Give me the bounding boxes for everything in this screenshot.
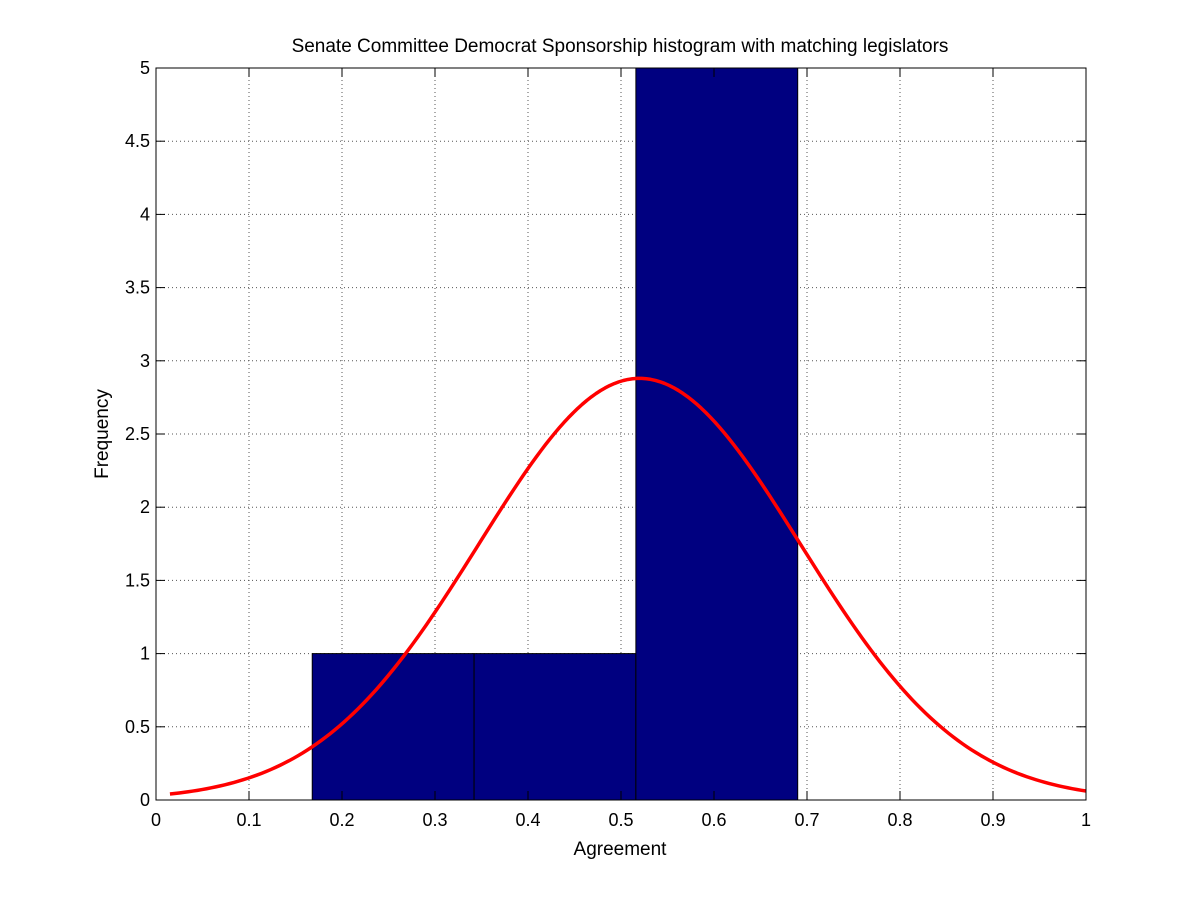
y-tick-label-10: 5 (140, 58, 150, 78)
y-tick-label-9: 4.5 (125, 131, 150, 151)
x-tick-label-2: 0.2 (329, 810, 354, 830)
x-tick-label-9: 0.9 (980, 810, 1005, 830)
chart-title: Senate Committee Democrat Sponsorship hi… (292, 36, 949, 57)
normal-fit-curve (169, 376, 1087, 796)
x-tick-label-8: 0.8 (887, 810, 912, 830)
histogram-bars (311, 67, 799, 801)
y-axis-label: Frequency (92, 389, 113, 479)
fit-curve-layer (169, 376, 1087, 796)
x-tick-label-6: 0.6 (701, 810, 726, 830)
y-tick-label-8: 4 (140, 204, 150, 224)
x-tick-label-3: 0.3 (422, 810, 447, 830)
histogram-bar-2 (635, 67, 799, 801)
x-tick-label-4: 0.4 (515, 810, 540, 830)
y-tick-label-6: 3 (140, 351, 150, 371)
x-tick-label-7: 0.7 (794, 810, 819, 830)
y-tick-label-0: 0 (140, 790, 150, 810)
y-tick-label-7: 3.5 (125, 278, 150, 298)
x-tick-label-5: 0.5 (608, 810, 633, 830)
y-axis-ticks: 0 0.5 1 1.5 2 2.5 3 3.5 4 4.5 5 (125, 58, 1086, 810)
y-tick-label-3: 1.5 (125, 570, 150, 590)
x-axis-label: Agreement (574, 839, 668, 860)
y-tick-label-1: 0.5 (125, 717, 150, 737)
histogram-bar-1 (473, 653, 637, 801)
y-tick-label-5: 2.5 (125, 424, 150, 444)
y-tick-label-4: 2 (140, 497, 150, 517)
x-axis-ticks: 0 0.1 0.2 0.3 0.4 0.5 0.6 0.7 0.8 0.9 1 (151, 68, 1091, 830)
y-tick-label-2: 1 (140, 644, 150, 664)
x-tick-label-10: 1 (1081, 810, 1091, 830)
x-tick-label-0: 0 (151, 810, 161, 830)
x-tick-label-1: 0.1 (236, 810, 261, 830)
